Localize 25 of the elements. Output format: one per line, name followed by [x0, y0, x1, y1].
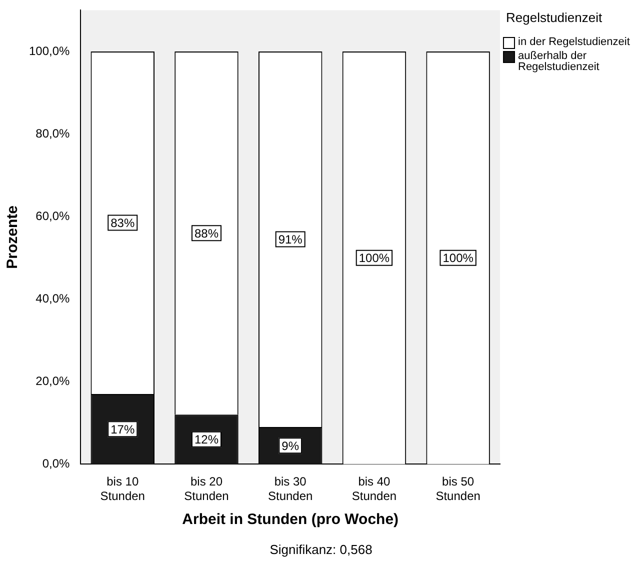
legend-label: außerhalb der Regelstudienzeit: [518, 50, 600, 73]
y-tick-label: 80,0%: [36, 126, 70, 140]
x-axis-title: Arbeit in Stunden (pro Woche): [182, 511, 399, 528]
data-label: 91%: [278, 232, 303, 247]
data-label: 88%: [194, 226, 219, 240]
x-tick-label: bis 40 Stunden: [352, 474, 397, 504]
data-label: 12%: [194, 432, 219, 447]
data-label: 83%: [110, 216, 135, 230]
x-tick-label: bis 20 Stunden: [184, 474, 229, 504]
data-label: 100%: [442, 251, 474, 266]
x-tick-label: bis 50 Stunden: [436, 474, 480, 504]
text: in der Regelstudienzeit: [518, 36, 631, 48]
y-tick-label: 100,0%: [28, 44, 70, 58]
data-label: 17%: [110, 422, 135, 436]
y-tick-label: 40,0%: [36, 291, 70, 306]
text: Signifikanz: 0,568: [268, 542, 374, 557]
data-label: 100%: [358, 251, 390, 266]
y-axis-title: Prozente: [4, 206, 22, 269]
y-tick-label: 0,0%: [42, 456, 70, 471]
x-tick-label: bis 10 Stunden: [100, 474, 145, 504]
y-tick-label: 20,0%: [36, 374, 70, 388]
legend-title: Regelstudienzeit: [506, 10, 604, 25]
y-tick-label: 60,0%: [36, 208, 70, 223]
data-label: 9%: [282, 438, 300, 453]
x-tick-label: bis 30 Stunden: [268, 474, 313, 504]
